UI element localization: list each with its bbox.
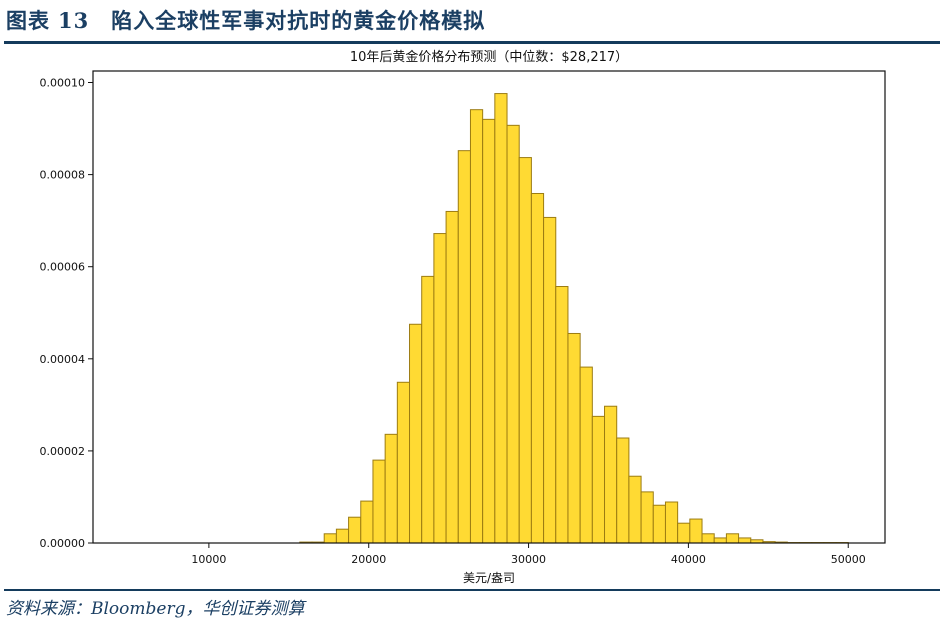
histogram-bar xyxy=(384,433,398,544)
histogram-bar xyxy=(409,323,423,544)
histogram-bar xyxy=(725,533,740,544)
y-tick-label: 0.00008 xyxy=(40,169,86,182)
histogram-bar xyxy=(664,501,679,544)
chart-title: 10年后黄金价格分布预测（中位数：$28,217） xyxy=(349,50,629,65)
histogram-bar xyxy=(421,275,435,544)
histogram-bar xyxy=(628,475,642,544)
histogram-bar xyxy=(482,118,496,544)
x-axis-label: 美元/盎司 xyxy=(463,571,515,585)
y-tick-label: 0.00000 xyxy=(40,537,86,550)
histogram-bar xyxy=(335,528,350,544)
histogram-bar xyxy=(457,150,471,544)
figure-number: 13 xyxy=(58,8,90,33)
y-tick-label: 0.00010 xyxy=(40,77,86,90)
y-tick-label: 0.00006 xyxy=(40,261,86,274)
footer-rule xyxy=(4,589,940,591)
x-tick-label: 40000 xyxy=(671,553,706,566)
histogram-bar xyxy=(713,537,727,544)
plot-frame xyxy=(92,70,886,544)
histogram-bar xyxy=(701,533,715,544)
histogram-bars xyxy=(299,93,849,544)
histogram-bar xyxy=(494,93,508,544)
histogram-bar xyxy=(372,459,386,544)
histogram-bar xyxy=(689,518,703,544)
histogram-bar xyxy=(591,415,606,544)
x-tick-label: 20000 xyxy=(351,553,386,566)
histogram-bar xyxy=(652,504,666,544)
histogram-bar xyxy=(506,124,520,544)
histogram-bar xyxy=(543,216,557,544)
histogram-bar xyxy=(360,500,374,544)
histogram-bar xyxy=(469,109,484,544)
y-tick-label: 0.00002 xyxy=(40,445,86,458)
x-axis: 10000 20000 30000 40000 50000 xyxy=(191,543,866,566)
histogram-bar xyxy=(518,157,532,544)
histogram-bar xyxy=(348,516,362,544)
figure-title: 图表 13 陷入全球性军事对抗时的黄金价格模拟 xyxy=(6,4,485,38)
x-tick-label: 10000 xyxy=(191,553,226,566)
histogram-bar xyxy=(530,192,545,544)
histogram-bar xyxy=(433,233,447,544)
figure-label: 图表 xyxy=(6,8,50,33)
x-tick-label: 50000 xyxy=(831,553,866,566)
y-axis: 0.00000 0.00002 0.00004 0.00006 0.00008 0.000… xyxy=(40,77,93,550)
histogram-bar xyxy=(579,366,593,544)
x-tick-label: 30000 xyxy=(511,553,546,566)
figure-title-text: 陷入全球性军事对抗时的黄金价格模拟 xyxy=(111,8,486,33)
histogram-bar xyxy=(555,286,569,544)
histogram-bar xyxy=(616,437,630,544)
histogram-bar xyxy=(567,332,581,544)
histogram-bar xyxy=(738,537,752,544)
histogram-bar xyxy=(604,405,618,544)
histogram-bar xyxy=(677,522,691,544)
histogram-bar xyxy=(445,210,459,544)
source-note: 资料来源：Bloomberg，华创证券测算 xyxy=(6,599,305,619)
y-tick-label: 0.00004 xyxy=(40,353,86,366)
histogram-bar xyxy=(396,381,411,544)
histogram-bar xyxy=(640,491,654,544)
header-rule xyxy=(4,41,940,44)
histogram-bar xyxy=(323,533,337,544)
